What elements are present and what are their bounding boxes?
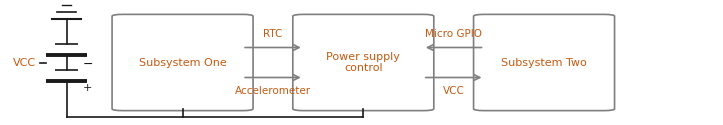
Text: Power supply
control: Power supply control bbox=[326, 52, 401, 73]
Text: Accelerometer: Accelerometer bbox=[235, 86, 311, 96]
FancyBboxPatch shape bbox=[293, 14, 434, 111]
Text: Subsystem Two: Subsystem Two bbox=[501, 58, 587, 68]
Text: −: − bbox=[82, 58, 93, 71]
Text: RTC: RTC bbox=[263, 29, 283, 39]
Text: VCC: VCC bbox=[13, 58, 36, 68]
FancyBboxPatch shape bbox=[112, 14, 253, 111]
Text: VCC: VCC bbox=[442, 86, 465, 96]
Text: +: + bbox=[82, 83, 92, 93]
Text: Micro GPIO: Micro GPIO bbox=[425, 29, 482, 39]
FancyBboxPatch shape bbox=[474, 14, 615, 111]
Text: Subsystem One: Subsystem One bbox=[139, 58, 226, 68]
